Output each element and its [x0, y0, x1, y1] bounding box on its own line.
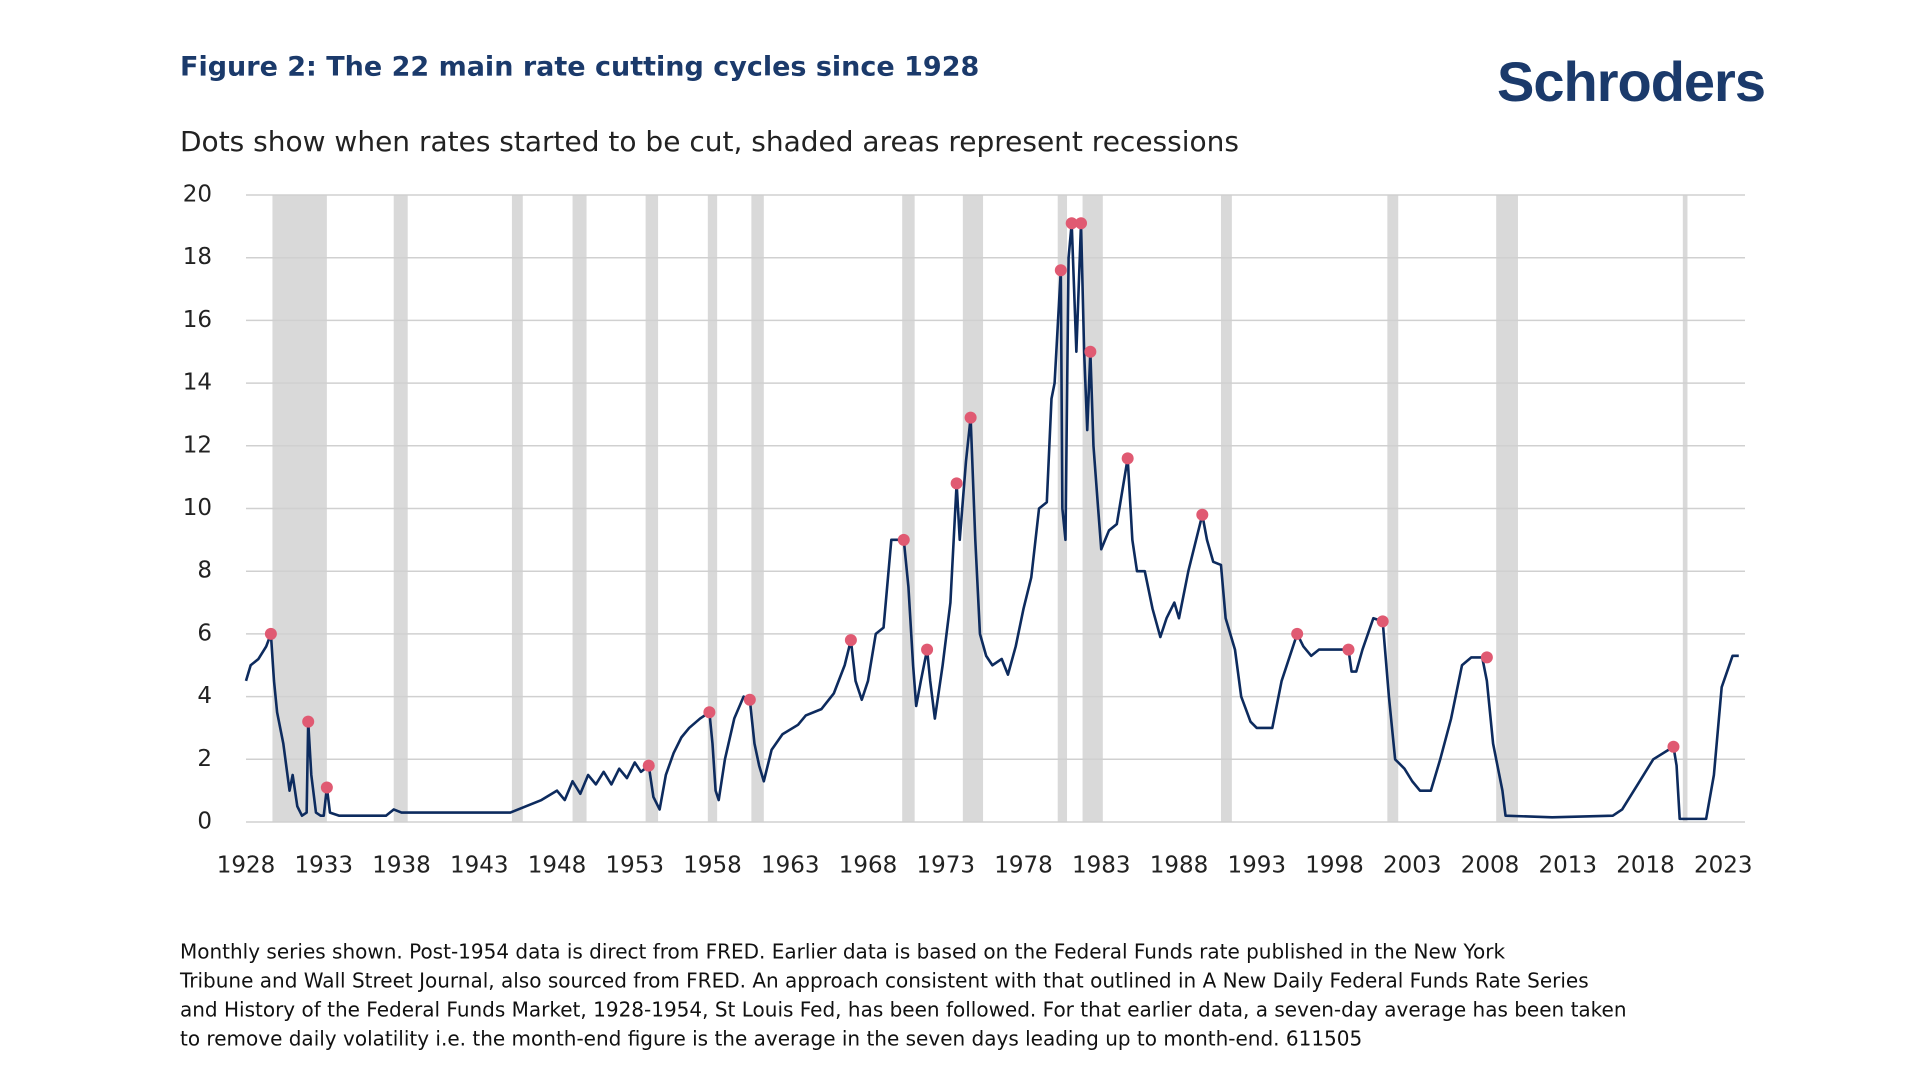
cut-start-dot [642, 759, 655, 772]
plot-layer [244, 217, 1739, 821]
x-tick-label: 1953 [605, 853, 664, 879]
y-tick-label: 0 [197, 809, 212, 835]
logo: Schroders [1497, 50, 1765, 113]
x-tick-label: 1928 [217, 853, 276, 879]
cut-start-dot [950, 477, 963, 490]
footnote: Monthly series shown. Post-1954 data is … [179, 940, 1627, 1051]
x-tick-label: 1943 [450, 853, 509, 879]
grid-layer: 0 2 4 6 8 10 12 14 16 18 20 1928 1933 1938 1943 1948 195… [183, 182, 1753, 879]
cut-start-dot [264, 627, 277, 640]
cut-start-dot [1376, 615, 1389, 628]
y-tick-label: 14 [183, 370, 212, 396]
rate-line [244, 221, 1739, 821]
x-tick-label: 1993 [1227, 853, 1286, 879]
x-tick-label: 1968 [839, 853, 898, 879]
x-tick-label: 1938 [372, 853, 431, 879]
cut-start-dot [1054, 264, 1067, 277]
x-tick-label: 1948 [528, 853, 587, 879]
chart-title: Figure 2: The 22 main rate cutting cycle… [180, 52, 979, 83]
x-tick-label: 1973 [916, 853, 975, 879]
y-tick-label: 4 [197, 683, 212, 709]
x-tick-label: 2003 [1383, 853, 1442, 879]
cut-start-dot [1291, 627, 1304, 640]
x-tick-label: 1963 [761, 853, 820, 879]
footnote-line: to remove daily volatility i.e. the mont… [180, 1027, 1362, 1051]
x-tick-label: 2018 [1616, 853, 1675, 879]
cut-start-dot [897, 533, 910, 546]
cut-start-dot [1667, 740, 1680, 753]
x-tick-label: 2023 [1694, 853, 1753, 879]
footnote-line: Monthly series shown. Post-1954 data is … [180, 940, 1506, 964]
cut-start-dot [743, 693, 756, 706]
cut-start-dot [1121, 452, 1134, 465]
y-tick-label: 10 [183, 495, 212, 521]
chart-subtitle: Dots show when rates started to be cut, … [180, 125, 1239, 158]
cut-start-dot [1342, 643, 1355, 656]
y-tick-label: 12 [183, 432, 212, 458]
cut-start-dot [1065, 217, 1078, 230]
x-tick-label: 1958 [683, 853, 742, 879]
x-tick-label: 1978 [994, 853, 1053, 879]
cut-start-dot [844, 634, 857, 647]
y-tick-label: 16 [183, 307, 212, 333]
x-tick-label: 1983 [1072, 853, 1131, 879]
x-tick-label: 2013 [1538, 853, 1597, 879]
footnote-line: Tribune and Wall Street Journal, also so… [179, 969, 1589, 993]
cut-start-dot [964, 411, 977, 424]
y-tick-label: 20 [183, 182, 212, 208]
cut-start-dot [703, 706, 716, 719]
cut-start-dot [921, 643, 934, 656]
x-tick-label: 1933 [294, 853, 353, 879]
x-tick-label: 2008 [1461, 853, 1520, 879]
y-tick-label: 2 [197, 746, 212, 772]
cut-start-dot [1084, 345, 1097, 358]
cut-start-dot [1075, 217, 1088, 230]
y-tick-label: 6 [197, 620, 212, 646]
y-tick-label: 8 [197, 558, 212, 584]
cut-start-dot [1196, 508, 1209, 521]
footnote-line: and History of the Federal Funds Market,… [180, 998, 1627, 1022]
y-tick-label: 18 [183, 244, 212, 270]
x-tick-label: 1998 [1305, 853, 1364, 879]
cut-start-dot [1480, 651, 1493, 664]
cut-start-dot [302, 715, 315, 728]
x-tick-label: 1988 [1150, 853, 1209, 879]
cut-start-dot [320, 781, 333, 794]
